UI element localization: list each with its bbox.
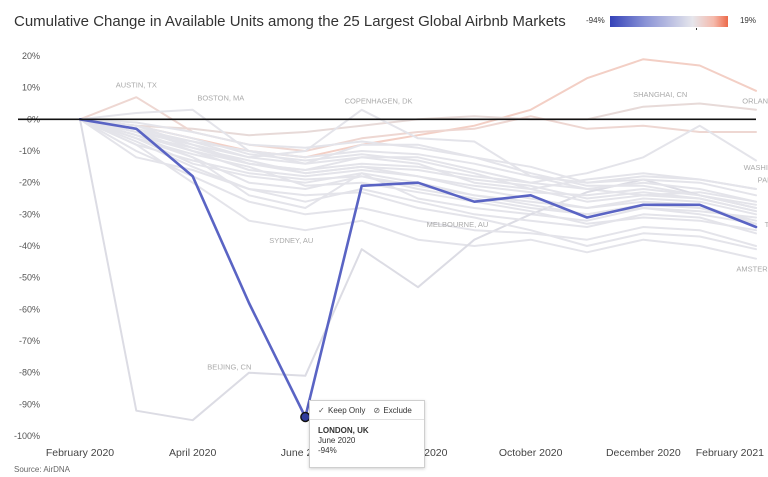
series-line <box>79 118 757 203</box>
y-tick-label: -70% <box>19 336 40 346</box>
y-tick-label: 10% <box>22 83 40 93</box>
series-line <box>79 108 757 190</box>
series-line <box>79 118 757 235</box>
series-line <box>79 118 757 225</box>
y-tick-label: -50% <box>19 273 40 283</box>
y-tick-label: -80% <box>19 368 40 378</box>
tooltip-city: LONDON, UK <box>318 426 369 435</box>
tooltip: ✓ Keep Only ⊘ Exclude LONDON, UK June 20… <box>309 400 425 468</box>
series-label: PARIS, FR <box>758 176 768 185</box>
series-line <box>79 118 757 251</box>
exclude-icon: ⊘ <box>373 405 381 415</box>
series-label: AMSTERDAM, NL <box>736 264 768 273</box>
keep-only-button[interactable]: ✓ Keep Only <box>318 406 365 415</box>
y-tick-label: -100% <box>14 431 40 441</box>
series-line <box>79 118 757 206</box>
y-tick-label: -90% <box>19 399 40 409</box>
legend-marker <box>696 28 697 30</box>
tooltip-date: June 2020 <box>318 436 356 445</box>
tooltip-value: -94% <box>318 446 337 455</box>
series-label: AUSTIN, TX <box>116 81 157 90</box>
chart-title: Cumulative Change in Available Units amo… <box>14 13 566 30</box>
exclude-label: Exclude <box>383 405 412 415</box>
series-line <box>79 118 757 213</box>
x-tick-label: April 2020 <box>169 447 216 459</box>
y-tick-label: -30% <box>19 209 40 219</box>
keep-only-label: Keep Only <box>328 405 366 415</box>
x-tick-label: February 2020 <box>46 447 114 459</box>
x-tick-label: December 2020 <box>606 447 681 459</box>
source-note: Source: AirDNA <box>14 465 71 474</box>
series-label: SYDNEY, AU <box>269 236 313 245</box>
x-tick-label: October 2020 <box>499 447 563 459</box>
series-label: BOSTON, MA <box>197 93 244 102</box>
series-label: TOKYO, JP <box>765 220 768 229</box>
series-line <box>78 118 758 419</box>
series-label: WASHINGTON DC <box>744 163 768 172</box>
series-label: SHANGHAI, CN <box>633 90 687 99</box>
legend-color-ramp <box>610 16 728 27</box>
legend-min-label: -94% <box>586 16 605 25</box>
y-tick-label: -20% <box>19 178 40 188</box>
color-legend[interactable]: -94% 19% <box>586 13 756 30</box>
series-line <box>79 118 757 232</box>
series-label: BEIJING, CN <box>207 363 251 372</box>
series-label: MELBOURNE, AU <box>427 220 489 229</box>
series-line <box>79 118 757 260</box>
y-tick-label: -40% <box>19 241 40 251</box>
check-icon: ✓ <box>318 405 325 415</box>
legend-max-label: 19% <box>739 16 756 25</box>
y-tick-label: 20% <box>22 51 40 61</box>
x-tick-label: February 2021 <box>696 447 764 459</box>
series-label: COPENHAGEN, DK <box>345 97 413 106</box>
exclude-button[interactable]: ⊘ Exclude <box>373 406 411 415</box>
series-label: ORLANDO, FL <box>742 97 768 106</box>
series-line <box>79 118 757 197</box>
y-tick-label: -60% <box>19 304 40 314</box>
series-line <box>79 118 757 225</box>
y-tick-label: -10% <box>19 146 40 156</box>
